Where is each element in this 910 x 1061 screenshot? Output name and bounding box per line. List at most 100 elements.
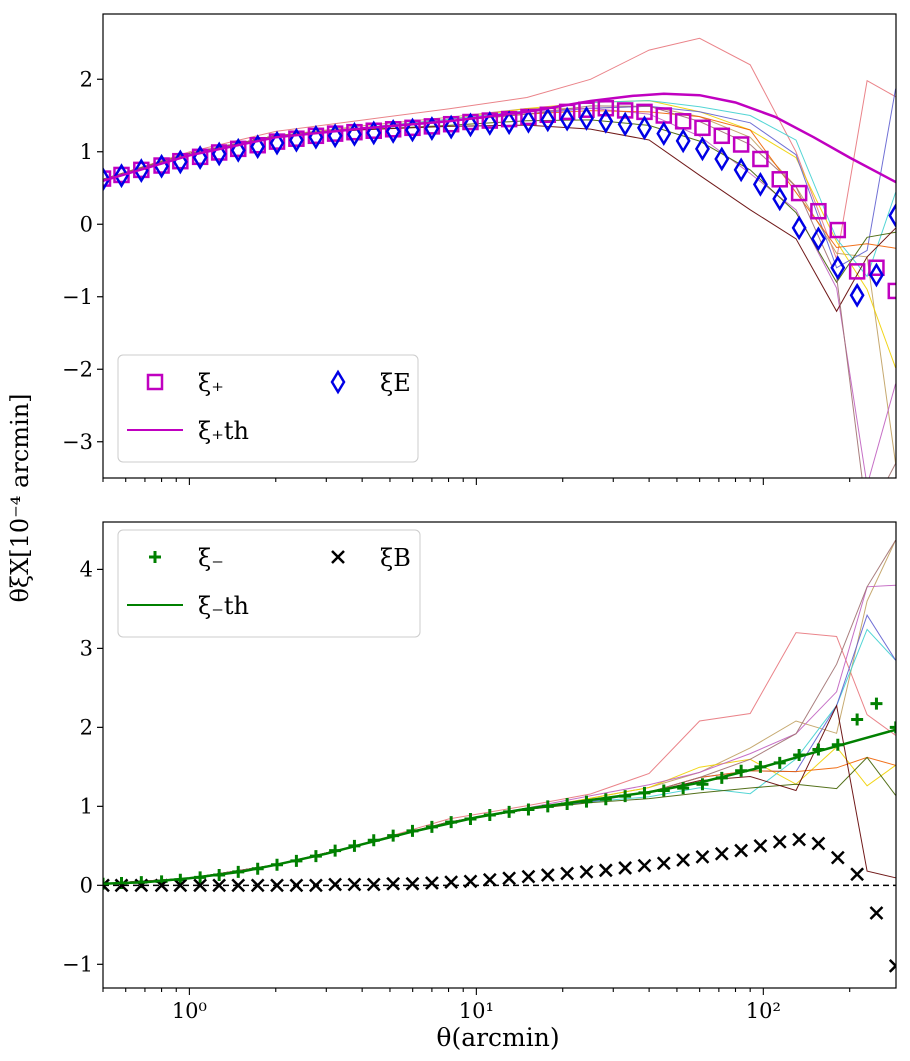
legend-xi-minus-marker — [149, 551, 161, 563]
xi-plus-point — [752, 150, 769, 168]
theory-curve — [103, 728, 896, 885]
xi-minus-point — [870, 697, 883, 710]
realization-line-7 — [103, 110, 896, 249]
xi-e-point — [791, 215, 807, 241]
xi-e-point — [540, 107, 556, 133]
legend: ξ₊ ξE ξ₊th — [117, 354, 419, 463]
y-tick-label: 3 — [80, 636, 93, 660]
xi-plus-point — [732, 136, 750, 153]
xi-b-point — [309, 878, 323, 893]
xi-b-point — [482, 872, 497, 887]
xi-b-point — [173, 878, 188, 893]
xi-b-point — [366, 877, 381, 892]
xi-e-point — [617, 111, 633, 137]
y-tick-label: −3 — [62, 430, 93, 454]
xi-b-point — [850, 867, 865, 882]
xi-e-point — [695, 136, 710, 162]
y-axis-label: θξX[10⁻⁴ arcmin] — [6, 393, 34, 602]
xi-e-point — [675, 128, 691, 154]
data-layer — [103, 37, 896, 478]
xi-e-point — [598, 108, 614, 134]
xi-b-point — [444, 875, 459, 890]
xi-minus-point — [851, 713, 864, 726]
xi-b-point — [463, 874, 478, 889]
xi-b-point — [637, 858, 652, 873]
xi-b-point — [114, 878, 129, 893]
xi-b-point — [869, 906, 884, 920]
top-panel: −3 −2 −1 0 1 2 ξ₊ ξE ξ₊th — [62, 13, 897, 485]
realization-line-4 — [103, 100, 896, 278]
xi-b-point — [103, 878, 110, 893]
xi-b-point — [830, 850, 845, 865]
xi-plus-point — [597, 100, 615, 117]
xi-b-point — [347, 877, 362, 892]
x-tick-label: 10² — [746, 999, 781, 1023]
xi-e-point — [250, 134, 266, 160]
xi-minus-point — [677, 782, 690, 795]
xi-plus-point — [771, 171, 788, 188]
axes-frame — [102, 13, 897, 479]
legend-xi-B-marker — [331, 550, 345, 564]
xi-e-point — [482, 111, 498, 136]
xi-e-point — [637, 115, 652, 141]
xi-e-point — [752, 171, 768, 197]
xi-plus-point — [674, 113, 692, 130]
xi-e-point — [385, 119, 401, 144]
xi-b-point — [540, 868, 555, 882]
xi-b-point — [386, 876, 401, 891]
realization-line-9 — [103, 124, 896, 313]
legend-xi-E-label: ξE — [380, 369, 411, 397]
legend: ξ₋ ξB ξ₋th — [117, 529, 421, 638]
xi-e-point — [346, 121, 362, 147]
legend-xi-plus-marker — [146, 373, 164, 391]
y-tick-label: 4 — [80, 557, 93, 581]
xi-b-point — [560, 866, 575, 881]
xi-e-point — [501, 110, 517, 136]
xi-e-point — [810, 226, 826, 252]
xi-plus-point — [810, 202, 827, 220]
legend-xi-minus-label: ξ₋ — [198, 544, 224, 572]
xi-plus-point — [829, 221, 847, 239]
xi-plus-point — [790, 184, 808, 202]
xi-b-point — [502, 871, 517, 886]
xi-b-point — [405, 876, 420, 891]
xi-e-point — [366, 120, 382, 146]
xi-e-point — [849, 282, 865, 308]
xi-b-point — [618, 861, 633, 875]
y-tick-label: 2 — [80, 67, 93, 91]
legend-frame — [117, 529, 421, 638]
xi-b-point — [753, 838, 768, 853]
xi-e-point — [405, 117, 420, 143]
realization-line-1 — [103, 37, 896, 261]
theory-curve — [103, 92, 896, 184]
xi-b-point — [212, 878, 227, 893]
xi-b-point — [811, 836, 826, 851]
xi-b-point — [714, 846, 729, 861]
legend-xi-E-marker — [330, 369, 346, 395]
xi-b-point — [579, 865, 594, 879]
x-axis-label: θ(arcmin) — [436, 1023, 559, 1052]
xi-e-point — [269, 130, 285, 156]
y-tick-label: 0 — [80, 212, 93, 236]
xi-plus-point — [868, 259, 885, 276]
xi-e-point — [463, 112, 478, 138]
bottom-panel: −1 0 1 2 3 4 10⁰ 10¹ 10² ξ₋ ξB ξ₋th — [62, 521, 897, 1023]
y-tick-label: −1 — [62, 952, 93, 976]
xi-b-point — [289, 878, 304, 893]
xi-e-point — [559, 106, 575, 132]
y-tick-label: 1 — [80, 794, 93, 818]
y-tick-label: 1 — [80, 140, 93, 164]
realization-line-3 — [103, 746, 896, 885]
xi-e-point — [656, 121, 672, 147]
data-layer — [103, 539, 896, 973]
xi-b-point — [792, 832, 807, 847]
xi-e-point — [830, 255, 846, 281]
legend-xi-plus-th-label: ξ₊th — [198, 417, 249, 445]
legend-xi-plus-label: ξ₊ — [198, 369, 224, 397]
realization-line-8 — [103, 756, 896, 885]
xi-e-point — [424, 116, 440, 141]
xi-e-point — [733, 157, 749, 183]
xi-b-point — [231, 878, 246, 893]
xi-b-point — [270, 878, 284, 893]
